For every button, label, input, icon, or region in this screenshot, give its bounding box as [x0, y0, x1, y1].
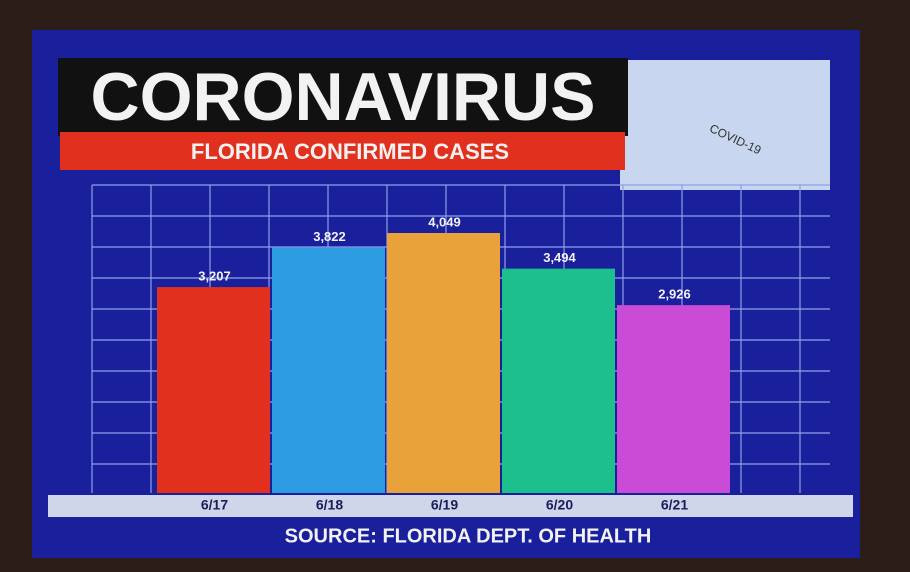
chart-subtitle: FLORIDA CONFIRMED CASES: [191, 139, 509, 164]
x-tick-label: 6/17: [201, 497, 228, 513]
header-image: [620, 60, 830, 190]
category-strip: [48, 495, 853, 517]
x-tick-label: 6/21: [661, 497, 688, 513]
subtitle-banner: [60, 132, 625, 170]
bar: [157, 287, 270, 493]
data-label: 4,049: [428, 214, 461, 229]
title-banner: [58, 58, 628, 136]
data-label: 3,207: [198, 269, 231, 284]
chart-title: CORONAVIRUS: [91, 59, 596, 135]
bar: [502, 268, 615, 493]
source-note: SOURCE: FLORIDA DEPT. OF HEALTH: [285, 525, 652, 547]
x-tick-label: 6/18: [316, 497, 343, 513]
bar: [272, 247, 385, 493]
bar: [617, 305, 730, 493]
x-tick-label: 6/19: [431, 497, 458, 513]
data-label: 2,926: [658, 287, 691, 302]
bars: 3,207 6/17 3,822 6/18 4,049 6/19 3,494 6/20 2,92…: [157, 214, 730, 513]
data-label: 3,822: [313, 229, 346, 244]
x-tick-label: 6/20: [546, 497, 573, 513]
data-label: 3,494: [543, 250, 576, 265]
bar: [387, 233, 500, 493]
